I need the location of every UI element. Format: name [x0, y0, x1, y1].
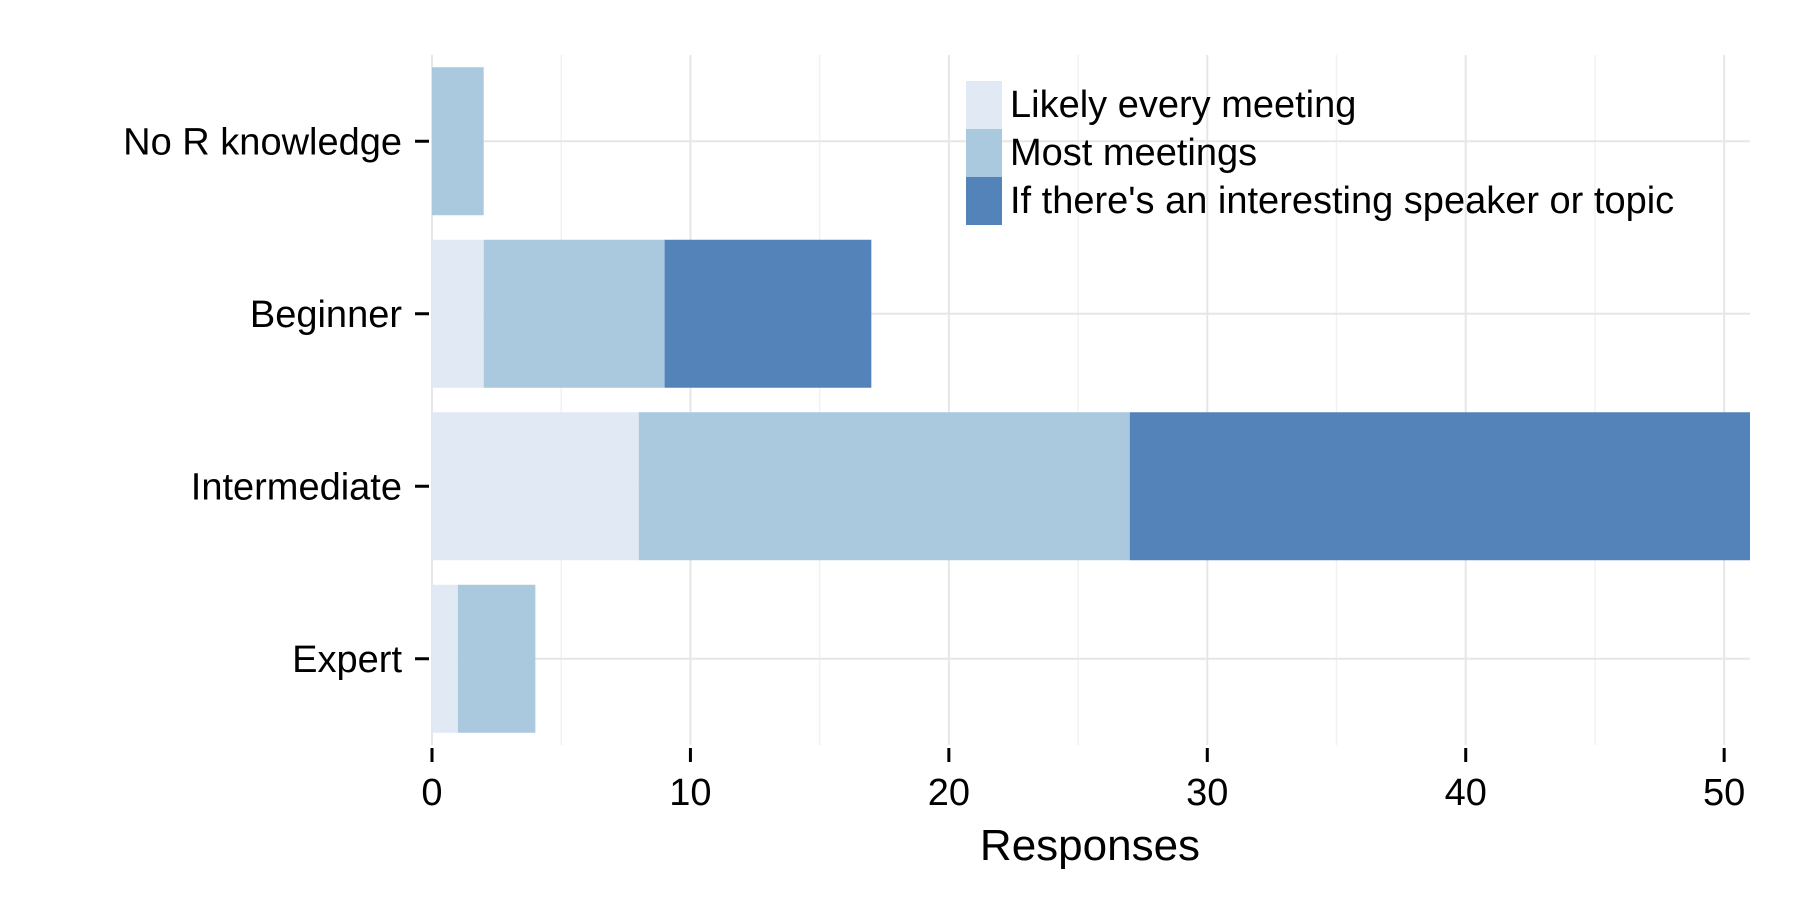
- bar-segment-intermediate-series-2: [638, 412, 1130, 561]
- bar-segment-intermediate-series-1: [432, 412, 639, 561]
- bar-segment-expert-series-1: [432, 584, 458, 733]
- x-tick-label: 50: [1703, 772, 1745, 814]
- y-tick-label: Expert: [292, 639, 402, 681]
- x-tick-label: 0: [421, 772, 442, 814]
- bar-segment-beginner-series-1: [432, 239, 484, 388]
- axes: No R knowledge Beginner Intermediate Expert…: [123, 121, 1745, 814]
- bar-segment-no-r-knowledge-series-2: [432, 67, 484, 216]
- y-tick-label: No R knowledge: [123, 121, 402, 163]
- x-tick-label: 30: [1186, 772, 1228, 814]
- bar-segment-intermediate-series-3: [1129, 412, 1750, 561]
- y-tick-label: Beginner: [250, 294, 402, 336]
- legend-label: Most meetings: [1010, 132, 1257, 174]
- legend[interactable]: Likely every meeting Most meetings If ther…: [966, 81, 1674, 225]
- legend-swatch: [966, 129, 1002, 177]
- legend-label: Likely every meeting: [1010, 84, 1356, 126]
- bar-segment-beginner-series-2: [483, 239, 665, 388]
- legend-swatch: [966, 177, 1002, 225]
- y-tick-label: Intermediate: [191, 466, 402, 508]
- bars: [432, 67, 1750, 733]
- legend-swatch: [966, 81, 1002, 129]
- x-axis-title: Responses: [980, 821, 1200, 870]
- x-tick-label: 10: [669, 772, 711, 814]
- x-tick-label: 40: [1445, 772, 1487, 814]
- x-tick-label: 20: [928, 772, 970, 814]
- legend-label: If there's an interesting speaker or top…: [1010, 180, 1674, 222]
- bar-segment-beginner-series-3: [664, 239, 872, 388]
- bar-segment-expert-series-2: [457, 584, 536, 733]
